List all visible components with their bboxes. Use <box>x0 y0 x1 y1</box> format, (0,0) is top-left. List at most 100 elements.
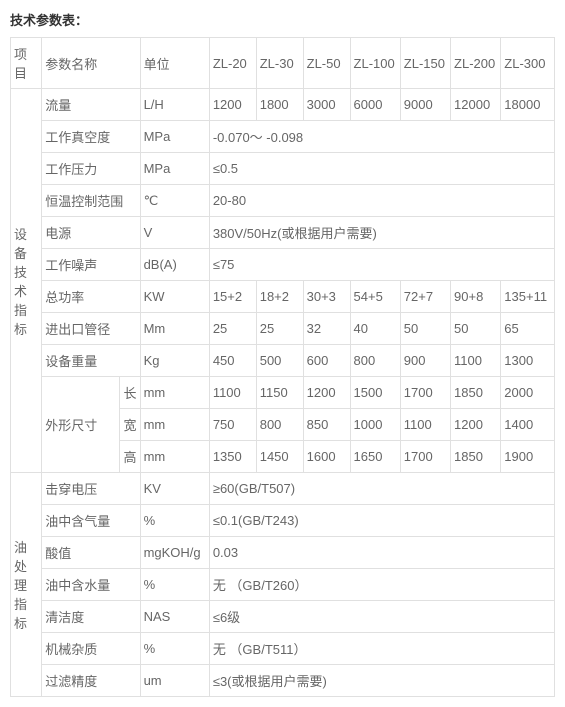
table-row: 工作噪声 dB(A) ≤75 <box>11 249 555 281</box>
unit: mm <box>140 377 209 409</box>
group-label: 油处理指标 <box>11 473 42 697</box>
cell: 380V/50Hz(或根据用户需要) <box>209 217 554 249</box>
cell: 18000 <box>501 89 555 121</box>
unit: % <box>140 569 209 601</box>
cell: 1800 <box>256 89 303 121</box>
table-row: 设备重量 Kg 450 500 600 800 900 1100 1300 <box>11 345 555 377</box>
unit: MPa <box>140 121 209 153</box>
unit: V <box>140 217 209 249</box>
table-row: 酸值 mgKOH/g 0.03 <box>11 537 555 569</box>
cell: 1850 <box>451 377 501 409</box>
unit: L/H <box>140 89 209 121</box>
cell: 900 <box>400 345 450 377</box>
cell: 无 （GB/T260） <box>209 569 554 601</box>
cell: 1100 <box>400 409 450 441</box>
table-row: 工作真空度 MPa -0.070～ -0.098 <box>11 121 555 153</box>
cell: 135+11 <box>501 281 555 313</box>
cell: 1850 <box>451 441 501 473</box>
unit: % <box>140 505 209 537</box>
table-row: 设备技术指标 流量 L/H 1200 1800 3000 6000 9000 1… <box>11 89 555 121</box>
header-model: ZL-20 <box>209 38 256 89</box>
param-name: 过滤精度 <box>42 665 140 697</box>
cell: -0.070～ -0.098 <box>209 121 554 153</box>
param-name: 工作压力 <box>42 153 140 185</box>
cell: 850 <box>303 409 350 441</box>
cell: 1200 <box>303 377 350 409</box>
param-name: 外形尺寸 <box>42 377 120 473</box>
cell: 1000 <box>350 409 400 441</box>
table-title: 技术参数表： <box>10 10 555 29</box>
unit: Kg <box>140 345 209 377</box>
cell: 1100 <box>451 345 501 377</box>
unit: mgKOH/g <box>140 537 209 569</box>
header-project: 项目 <box>11 38 42 89</box>
cell: 无 （GB/T511） <box>209 633 554 665</box>
unit: mm <box>140 409 209 441</box>
cell: 450 <box>209 345 256 377</box>
cell: 1900 <box>501 441 555 473</box>
cell: 1700 <box>400 377 450 409</box>
cell: 1700 <box>400 441 450 473</box>
param-name: 工作真空度 <box>42 121 140 153</box>
sub-dim: 宽 <box>120 409 140 441</box>
param-name: 油中含水量 <box>42 569 140 601</box>
unit: NAS <box>140 601 209 633</box>
cell: 20-80 <box>209 185 554 217</box>
param-name: 电源 <box>42 217 140 249</box>
table-row: 项目 参数名称 单位 ZL-20 ZL-30 ZL-50 ZL-100 ZL-1… <box>11 38 555 89</box>
group-label: 设备技术指标 <box>11 89 42 473</box>
cell: 40 <box>350 313 400 345</box>
unit: ℃ <box>140 185 209 217</box>
cell: 54+5 <box>350 281 400 313</box>
cell: 18+2 <box>256 281 303 313</box>
param-name: 进出口管径 <box>42 313 140 345</box>
cell: 800 <box>350 345 400 377</box>
cell: ≤3(或根据用户需要) <box>209 665 554 697</box>
cell: ≥60(GB/T507) <box>209 473 554 505</box>
cell: 0.03 <box>209 537 554 569</box>
header-model: ZL-150 <box>400 38 450 89</box>
header-model: ZL-300 <box>501 38 555 89</box>
cell: ≤75 <box>209 249 554 281</box>
cell: 3000 <box>303 89 350 121</box>
cell: 1400 <box>501 409 555 441</box>
unit: um <box>140 665 209 697</box>
cell: 600 <box>303 345 350 377</box>
sub-dim: 高 <box>120 441 140 473</box>
cell: 1350 <box>209 441 256 473</box>
table-row: 总功率 KW 15+2 18+2 30+3 54+5 72+7 90+8 135… <box>11 281 555 313</box>
cell: 32 <box>303 313 350 345</box>
cell: 1450 <box>256 441 303 473</box>
cell: 1500 <box>350 377 400 409</box>
unit: dB(A) <box>140 249 209 281</box>
cell: 800 <box>256 409 303 441</box>
param-name: 清洁度 <box>42 601 140 633</box>
header-model: ZL-200 <box>451 38 501 89</box>
cell: 9000 <box>400 89 450 121</box>
param-name: 流量 <box>42 89 140 121</box>
table-row: 油处理指标 击穿电压 KV ≥60(GB/T507) <box>11 473 555 505</box>
cell: 1300 <box>501 345 555 377</box>
table-row: 机械杂质 % 无 （GB/T511） <box>11 633 555 665</box>
param-name: 机械杂质 <box>42 633 140 665</box>
cell: 50 <box>400 313 450 345</box>
table-row: 恒温控制范围 ℃ 20-80 <box>11 185 555 217</box>
cell: 1650 <box>350 441 400 473</box>
unit: KV <box>140 473 209 505</box>
spec-table: 项目 参数名称 单位 ZL-20 ZL-30 ZL-50 ZL-100 ZL-1… <box>10 37 555 697</box>
unit: KW <box>140 281 209 313</box>
unit: % <box>140 633 209 665</box>
unit: Mm <box>140 313 209 345</box>
cell: ≤0.5 <box>209 153 554 185</box>
cell: 1100 <box>209 377 256 409</box>
cell: 2000 <box>501 377 555 409</box>
table-row: 电源 V 380V/50Hz(或根据用户需要) <box>11 217 555 249</box>
cell: 1600 <box>303 441 350 473</box>
cell: 30+3 <box>303 281 350 313</box>
cell: 50 <box>451 313 501 345</box>
table-row: 工作压力 MPa ≤0.5 <box>11 153 555 185</box>
table-row: 油中含气量 % ≤0.1(GB/T243) <box>11 505 555 537</box>
cell: 500 <box>256 345 303 377</box>
param-name: 工作噪声 <box>42 249 140 281</box>
param-name: 酸值 <box>42 537 140 569</box>
